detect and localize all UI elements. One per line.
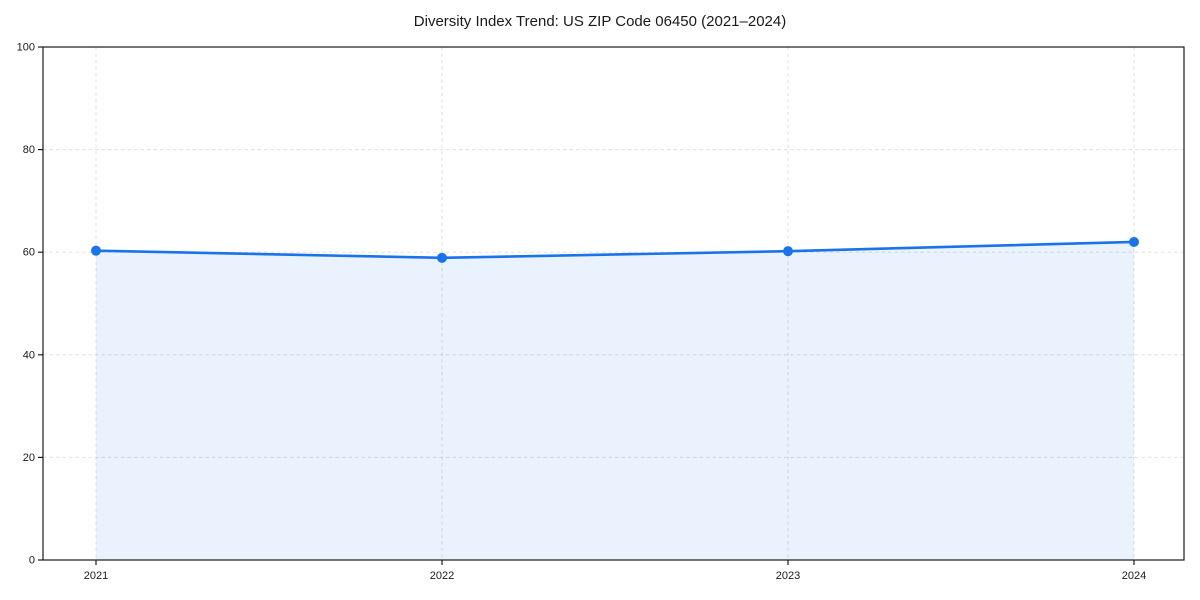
y-tick-label: 80	[23, 144, 35, 156]
plot-border	[42, 46, 1185, 561]
y-tick-label: 60	[23, 247, 35, 259]
x-tick-label: 2024	[1122, 570, 1146, 582]
y-tick-label: 0	[29, 555, 35, 567]
data-point-marker	[91, 245, 101, 256]
chart-title: Diversity Index Trend: US ZIP Code 06450…	[413, 13, 787, 30]
y-tick-label: 100	[17, 42, 35, 54]
x-tick-label: 2023	[776, 570, 800, 582]
y-tick-label: 40	[23, 349, 35, 361]
y-tick-label: 20	[23, 452, 35, 464]
x-tick-label: 2021	[84, 570, 108, 582]
data-point-marker	[783, 246, 793, 257]
data-point-marker	[437, 252, 447, 263]
x-tick-label: 2022	[430, 570, 454, 582]
data-point-marker	[1129, 236, 1139, 247]
area-fill	[96, 241, 1134, 560]
trend-line	[94, 240, 1136, 260]
